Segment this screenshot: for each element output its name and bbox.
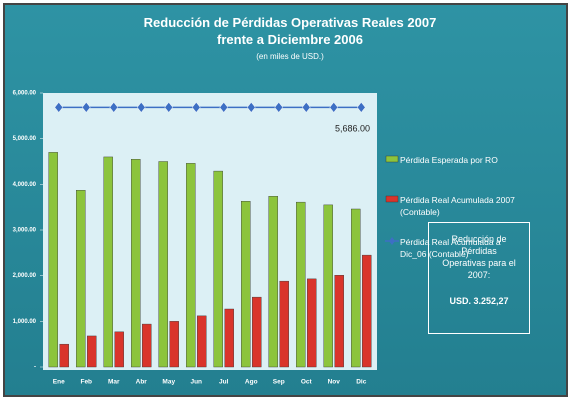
bar bbox=[76, 190, 86, 368]
legend-entry: Pérdida Esperada por RO bbox=[400, 155, 498, 165]
bar bbox=[169, 321, 179, 368]
bar bbox=[224, 308, 234, 368]
y-tick-label: 2,000.00 bbox=[13, 273, 37, 279]
bar bbox=[351, 208, 361, 368]
bar bbox=[186, 163, 196, 368]
line-marker bbox=[81, 101, 91, 113]
y-tick-label: 1,000.00 bbox=[13, 319, 37, 325]
x-tick-label: Ene bbox=[53, 379, 65, 386]
summary-box: Reducción de Pérdidas Operativas para el… bbox=[428, 222, 530, 334]
chart-title: Reducción de Pérdidas Operativas Reales … bbox=[143, 15, 437, 47]
legend-entry: Pérdida Real Acumulada a Dic_06 (Contabl… bbox=[400, 237, 501, 259]
bar bbox=[323, 204, 333, 368]
y-tick-label: 4,000.00 bbox=[13, 182, 37, 188]
bar bbox=[268, 196, 278, 368]
bar bbox=[158, 161, 168, 368]
x-tick-label: Sep bbox=[273, 379, 285, 386]
bar bbox=[197, 315, 207, 368]
line-marker bbox=[246, 101, 256, 113]
x-tick-label: Ago bbox=[245, 379, 258, 386]
line-marker bbox=[274, 101, 284, 113]
bar bbox=[334, 275, 344, 368]
legend-entry: Pérdida Real Acumulada 2007 (Contable) bbox=[400, 195, 515, 217]
bar bbox=[131, 159, 141, 368]
line-marker bbox=[164, 101, 174, 113]
bar bbox=[103, 156, 113, 368]
summary-value: USD. 3.252,27 bbox=[449, 296, 509, 306]
y-tick-label: - bbox=[34, 365, 36, 371]
x-tick-label: Feb bbox=[80, 379, 92, 386]
x-tick-label: Jun bbox=[190, 379, 202, 386]
bar bbox=[87, 335, 97, 368]
y-tick-label: 5,000.00 bbox=[13, 136, 37, 142]
bar bbox=[142, 323, 152, 368]
y-tick-label: 6,000.00 bbox=[13, 91, 37, 97]
bar bbox=[307, 278, 317, 368]
line-marker bbox=[219, 101, 229, 113]
line-marker bbox=[54, 101, 64, 113]
bar bbox=[241, 201, 251, 368]
annotation: 5,686.00 bbox=[335, 124, 370, 134]
line-marker bbox=[136, 101, 146, 113]
plot-area bbox=[43, 93, 377, 370]
bar bbox=[296, 201, 306, 368]
line-marker bbox=[329, 101, 339, 113]
x-tick-label: Oct bbox=[301, 379, 313, 386]
legend-swatch bbox=[389, 237, 395, 245]
x-tick-label: Dic bbox=[356, 379, 367, 386]
line-marker bbox=[191, 101, 201, 113]
summary-label: Reducción de Pérdidas Operativas para el… bbox=[442, 234, 516, 280]
bar bbox=[279, 280, 289, 368]
legend-swatch bbox=[385, 195, 399, 203]
legend-swatch bbox=[385, 155, 399, 163]
bar bbox=[252, 296, 262, 368]
bar bbox=[59, 343, 69, 368]
chart-subtitle: (en miles de USD.) bbox=[256, 52, 324, 61]
bar bbox=[114, 331, 124, 368]
bar bbox=[362, 254, 372, 368]
line-marker bbox=[301, 101, 311, 113]
line-marker bbox=[109, 101, 119, 113]
x-tick-label: Mar bbox=[108, 379, 120, 386]
x-tick-label: Jul bbox=[219, 379, 229, 386]
bar bbox=[48, 152, 58, 368]
bar bbox=[213, 170, 223, 368]
line-marker bbox=[356, 101, 366, 113]
x-tick-label: Abr bbox=[136, 379, 148, 386]
y-tick-label: 3,000.00 bbox=[13, 228, 37, 234]
x-tick-label: Nov bbox=[328, 379, 341, 386]
x-tick-label: May bbox=[162, 379, 175, 386]
